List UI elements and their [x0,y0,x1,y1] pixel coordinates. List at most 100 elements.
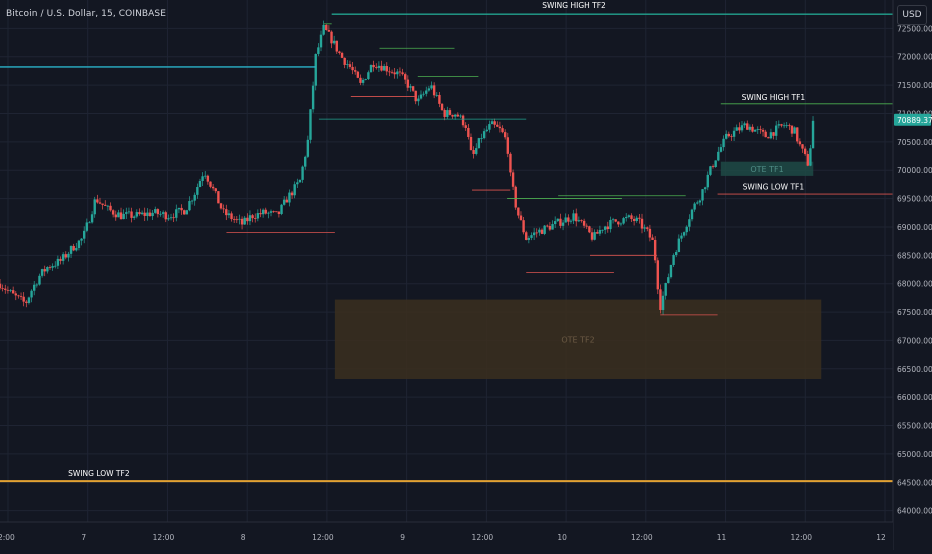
candle-body-185 [485,129,488,132]
candle-body-219 [575,213,578,222]
zone-label-0: OTE TF2 [561,335,594,344]
candle-body-56 [146,212,149,216]
y-tick-label-4: 66000.00 [897,393,932,402]
candle-body-293 [769,132,773,139]
candle-body-230 [603,226,607,230]
candle-body-69 [180,207,183,211]
candle-body-28 [72,245,75,251]
candle-body-117 [306,139,310,157]
candle-body-9 [22,296,25,302]
candle-body-73 [190,200,194,202]
candle-body-66 [172,217,175,219]
candle-body-98 [256,213,260,219]
candle-body-184 [482,131,486,139]
candle-body-189 [496,124,499,127]
candle-body-215 [564,217,567,223]
candle-body-240 [630,215,633,219]
candle-body-258 [677,238,681,252]
candle-body-158 [414,90,417,102]
candle-body-257 [675,251,678,255]
candle-body-290 [761,129,765,132]
y-tick-label-10: 69000.00 [897,223,932,232]
candle-body-192 [503,132,507,138]
candle-body-245 [643,227,646,229]
candle-body-214 [561,222,565,226]
y-tick-label-9: 68500.00 [897,251,932,260]
candle-body-17 [43,269,46,272]
candle-body-203 [532,232,536,236]
candle-body-57 [148,212,152,217]
candle-body-113 [296,182,299,185]
candle-body-126 [330,31,333,44]
candle-body-25 [64,254,67,258]
candle-body-107 [280,204,283,214]
candle-body-276 [725,133,728,139]
candle-body-304 [798,141,802,145]
candle-body-159 [417,98,420,102]
candle-body-68 [177,207,181,210]
candle-body-123 [322,24,325,35]
y-tick-label-8: 68000.00 [897,280,932,289]
candle-body-89 [232,219,236,220]
candle-body-86 [225,209,228,216]
zone-label-1: OTE TF1 [750,165,783,174]
candle-body-259 [680,235,683,239]
candle-body-125 [327,30,331,32]
candle-body-88 [230,213,233,220]
candle-body-118 [309,109,312,140]
candle-body-83 [217,191,220,204]
candle-body-289 [759,129,762,130]
candle-body-206 [540,229,544,234]
candle-body-177 [464,125,467,128]
candle-body-195 [511,172,515,187]
candle-body-27 [69,245,73,254]
candle-body-75 [196,186,199,195]
candle-body-78 [204,175,207,177]
candle-body-201 [527,237,531,240]
candle-body-287 [753,129,757,132]
candle-body-163 [427,88,431,91]
x-tick-label-1: 7 [81,533,86,542]
candle-body-193 [506,137,510,154]
candle-body-212 [556,218,560,222]
candle-body-233 [611,219,615,221]
candle-body-237 [622,218,625,224]
candle-body-96 [251,215,254,219]
candle-body-112 [293,184,296,196]
candle-body-161 [422,93,425,95]
candle-body-143 [375,67,378,68]
candle-body-137 [359,77,362,83]
candle-body-131 [343,57,346,65]
candle-body-55 [143,212,146,216]
y-tick-label-13: 70500.00 [897,138,932,147]
y-tick-label-0: 64000.00 [897,507,932,516]
candle-body-306 [803,148,807,155]
candle-body-275 [722,138,725,148]
candle-body-81 [211,186,215,189]
candle-body-141 [369,64,373,73]
candle-body-302 [793,127,796,134]
candle-body-156 [409,86,412,88]
candle-body-70 [182,210,186,215]
candle-body-243 [638,217,641,219]
y-tick-label-11: 69500.00 [897,195,932,204]
currency-button[interactable]: USD [897,5,927,25]
candle-body-38 [98,202,102,204]
candle-body-305 [801,144,804,149]
candle-body-127 [332,40,336,44]
candle-body-20 [51,266,54,268]
candle-body-209 [548,226,552,230]
candle-body-34 [88,222,91,224]
candle-body-250 [656,260,659,290]
candle-body-220 [577,220,581,222]
candle-body-251 [659,289,662,310]
candle-body-266 [698,200,702,203]
candle-body-210 [551,224,554,230]
current-price-badge [894,113,931,126]
candle-body-32 [82,230,86,239]
candle-body-196 [514,186,517,208]
y-tick-label-3: 65500.00 [897,422,932,431]
candle-body-26 [67,253,70,258]
